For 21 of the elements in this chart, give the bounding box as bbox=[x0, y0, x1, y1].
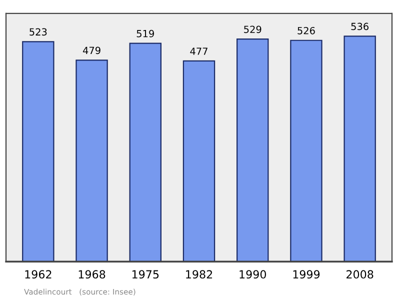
bar bbox=[182, 60, 216, 262]
bar bbox=[76, 60, 108, 262]
bar bbox=[344, 36, 376, 262]
data-label: 477 bbox=[190, 48, 208, 55]
data-label: 526 bbox=[298, 26, 315, 34]
data-label: 519 bbox=[136, 30, 154, 38]
x-tick-label: 1999 bbox=[293, 270, 320, 279]
data-label: 536 bbox=[351, 22, 368, 30]
x-tick-label: 1982 bbox=[186, 270, 212, 279]
bar bbox=[22, 41, 54, 262]
bar bbox=[129, 42, 162, 262]
bar bbox=[290, 40, 322, 262]
x-tick-label: 1968 bbox=[78, 270, 106, 279]
data-label: 529 bbox=[244, 26, 262, 34]
x-tick-label: 2008 bbox=[346, 270, 374, 279]
data-label: 523 bbox=[30, 28, 47, 36]
x-tick-label: 1990 bbox=[240, 270, 266, 279]
x-tick-label: 1962 bbox=[25, 270, 52, 279]
bar bbox=[236, 38, 269, 262]
data-label: 479 bbox=[82, 46, 100, 54]
x-tick-label: 1975 bbox=[132, 270, 159, 279]
